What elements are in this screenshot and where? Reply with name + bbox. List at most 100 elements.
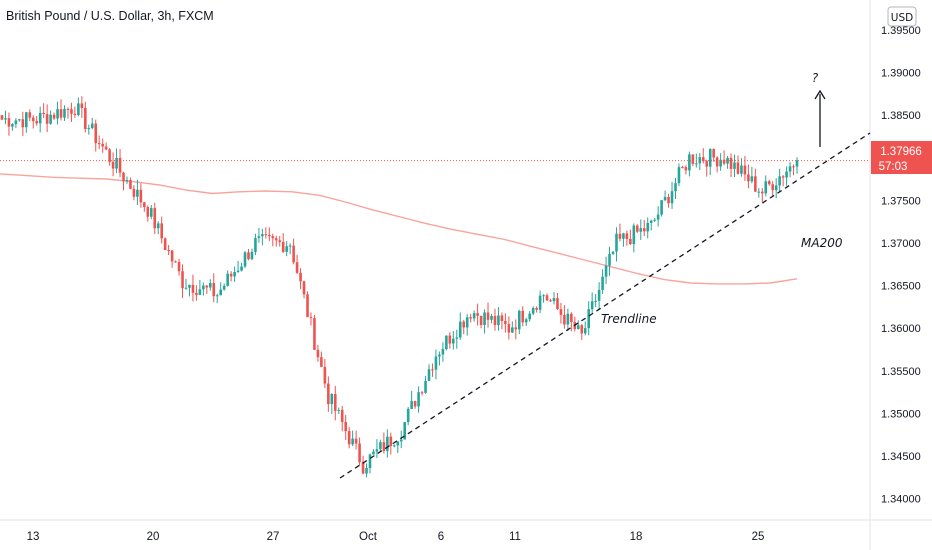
x-tick-label: 27 (267, 531, 280, 543)
candle-body (597, 289, 601, 301)
candle-body (375, 449, 379, 452)
candle-body (636, 225, 639, 232)
candle-body (667, 196, 670, 204)
candle-body (750, 176, 754, 182)
candle-body (719, 159, 722, 167)
candle-body (490, 315, 493, 320)
candle-body (45, 114, 49, 124)
candle-body (327, 383, 330, 405)
candle-body (146, 207, 150, 217)
candle-body (306, 294, 309, 318)
candle-body (222, 285, 226, 290)
currency-button[interactable]: USD (887, 6, 917, 27)
candle-body (28, 112, 32, 118)
candle-body (337, 409, 341, 411)
chart-title: British Pound / U.S. Dollar, 3h, FXCM (6, 9, 214, 23)
candle-body (386, 436, 389, 452)
candle-body (31, 117, 35, 122)
candle-body (56, 109, 59, 119)
candle-body (254, 237, 257, 252)
y-tick-label: 1.36000 (881, 323, 921, 335)
candle-body (688, 154, 691, 171)
candle-body (604, 265, 608, 277)
candle-body (347, 431, 351, 445)
up-arrow-annotation (814, 89, 826, 147)
ma200-label: MA200 (801, 236, 843, 250)
candle-body (701, 157, 705, 162)
x-tick-label: 20 (147, 531, 160, 543)
candle-body (240, 266, 243, 271)
candle-body (452, 338, 455, 344)
candle-body (417, 392, 420, 407)
candle-body (611, 251, 615, 254)
candle-body (448, 335, 452, 344)
price-axis: 1.34000 1.34500 1.35000 1.35500 1.36000 1.365… (881, 25, 921, 506)
candle-body (188, 284, 191, 288)
candle-body (90, 123, 94, 129)
candle-body (590, 301, 594, 310)
candle-body (330, 394, 334, 405)
candle-body (236, 270, 240, 272)
candle-body (4, 118, 7, 120)
candle-body (424, 380, 427, 393)
x-tick-label: 13 (27, 531, 40, 543)
candle-body (243, 252, 247, 267)
candle-body (271, 236, 275, 239)
candle-body (358, 443, 361, 463)
candle-body (365, 467, 368, 474)
candle-body (684, 167, 688, 171)
candle-body (7, 118, 11, 127)
candle-body (129, 180, 132, 189)
candle-body (760, 191, 764, 194)
x-tick-label: 18 (630, 531, 643, 543)
candle-body (663, 196, 667, 201)
y-tick-label: 1.34000 (881, 494, 921, 506)
time-axis: 13 20 27 Oct 6 11 18 25 (27, 531, 765, 543)
candle-body (302, 281, 306, 295)
candle-body (52, 114, 56, 119)
candle-body (563, 314, 566, 325)
candle-body (465, 317, 469, 328)
candle-body (167, 250, 170, 252)
candle-body (639, 228, 643, 232)
candle-body (153, 208, 157, 229)
candle-body (205, 285, 209, 288)
candle-body (333, 394, 337, 411)
candle-body (795, 160, 799, 167)
candle-body (462, 321, 466, 328)
candle-body (261, 234, 264, 237)
candle-body (691, 154, 695, 164)
candle-body (625, 233, 629, 239)
candle-body (580, 325, 584, 334)
candle-body (493, 315, 497, 326)
candle-body (722, 159, 726, 164)
candle-body (274, 238, 278, 241)
candle-body (94, 123, 98, 144)
candle-body (132, 188, 136, 197)
candle-body (149, 208, 153, 217)
candle-body (278, 240, 282, 242)
candle-body (511, 327, 514, 333)
candle-body (455, 337, 459, 339)
candle-body (382, 442, 386, 452)
candle-body (594, 300, 597, 302)
candle-body (219, 289, 223, 296)
candle-body (268, 234, 271, 237)
candle-body (552, 298, 556, 302)
candle-body (399, 439, 403, 442)
candle-body (313, 318, 316, 350)
candle-body (507, 324, 511, 333)
candle-body (295, 262, 299, 273)
candle-body (163, 238, 167, 251)
candle-body (97, 143, 101, 145)
candle-body (354, 438, 358, 444)
candle-body (712, 149, 715, 158)
candle-body (500, 315, 504, 322)
candle-body (212, 283, 216, 297)
candle-body (514, 327, 518, 330)
candle-body (615, 233, 618, 252)
candle-body (292, 245, 295, 263)
candle-body (250, 251, 254, 260)
